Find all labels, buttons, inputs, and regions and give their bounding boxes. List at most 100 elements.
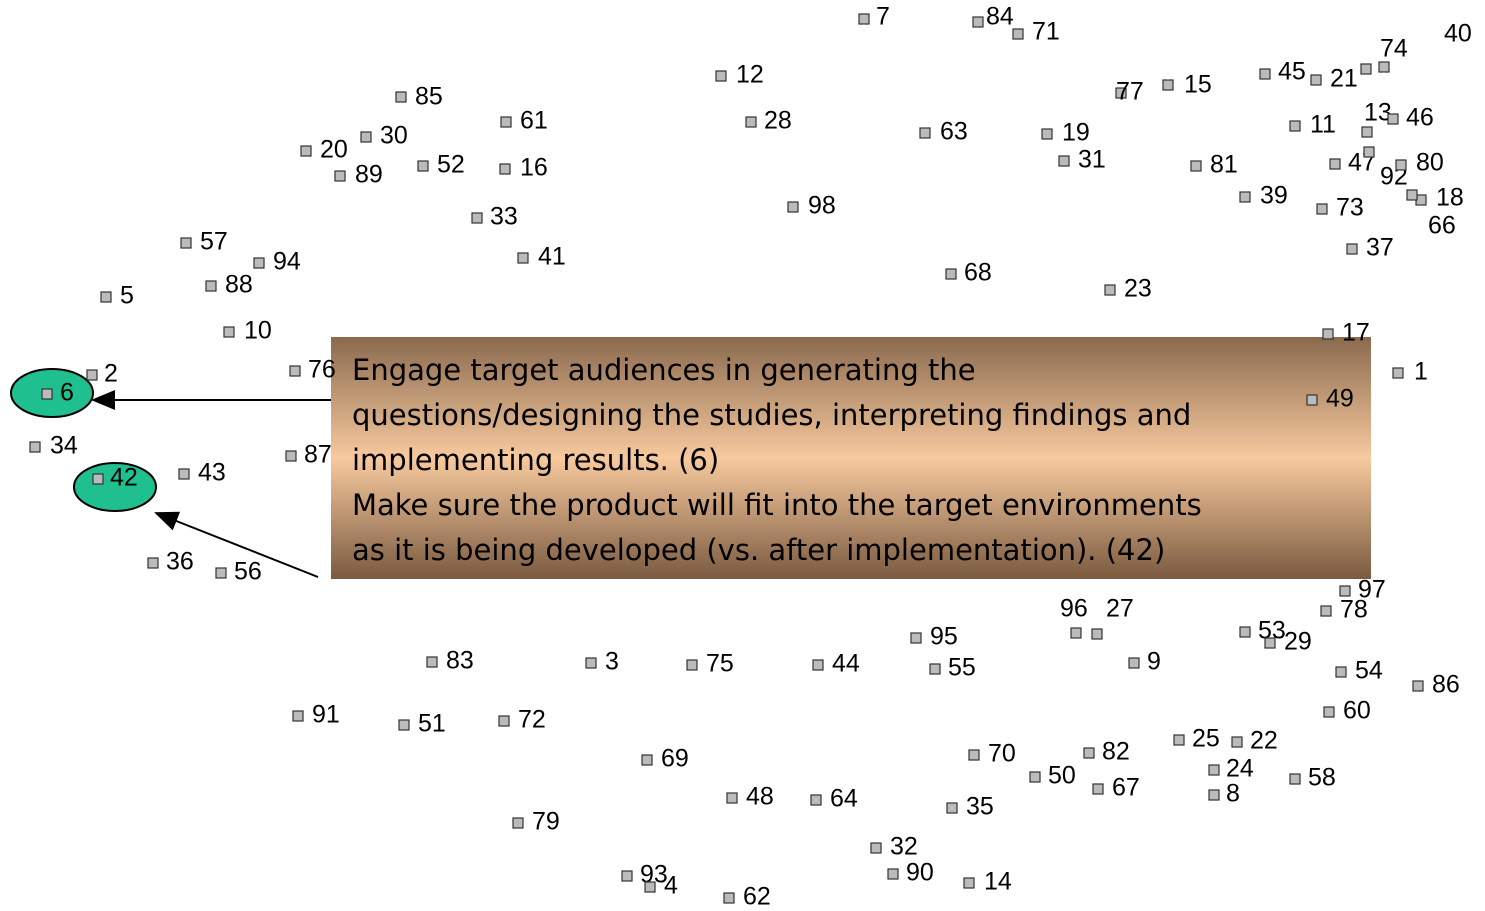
node-label: 66 bbox=[1428, 212, 1456, 240]
node-label: 81 bbox=[1210, 151, 1238, 179]
node-marker bbox=[92, 473, 104, 485]
node-marker bbox=[1264, 637, 1276, 649]
node-label: 27 bbox=[1106, 595, 1134, 623]
node-marker bbox=[686, 659, 698, 671]
node-marker bbox=[745, 116, 757, 128]
node-label: 20 bbox=[320, 136, 348, 164]
node-label: 79 bbox=[532, 808, 560, 836]
node-label: 18 bbox=[1436, 184, 1464, 212]
node-label: 35 bbox=[966, 793, 994, 821]
node-label: 41 bbox=[538, 243, 566, 271]
node-marker bbox=[1346, 243, 1358, 255]
node-label: 28 bbox=[764, 107, 792, 135]
node-label: 71 bbox=[1032, 18, 1060, 46]
node-marker bbox=[715, 70, 727, 82]
node-label: 68 bbox=[964, 259, 992, 287]
node-label: 70 bbox=[988, 740, 1016, 768]
node-label: 16 bbox=[520, 154, 548, 182]
node-label: 94 bbox=[273, 248, 301, 276]
node-label: 90 bbox=[906, 859, 934, 887]
node-marker bbox=[787, 201, 799, 213]
node-marker bbox=[858, 13, 870, 25]
node-marker bbox=[963, 877, 975, 889]
node-label: 30 bbox=[380, 122, 408, 150]
node-label: 52 bbox=[437, 151, 465, 179]
node-marker bbox=[1115, 87, 1127, 99]
node-label: 98 bbox=[808, 192, 836, 220]
node-marker bbox=[215, 567, 227, 579]
node-label: 39 bbox=[1260, 182, 1288, 210]
node-marker bbox=[1162, 79, 1174, 91]
node-label: 95 bbox=[930, 623, 958, 651]
node-marker bbox=[812, 659, 824, 671]
node-label: 34 bbox=[50, 432, 78, 460]
node-marker bbox=[1363, 146, 1375, 158]
callout-line: Make sure the product will fit into the … bbox=[352, 488, 1202, 522]
node-marker bbox=[1316, 203, 1328, 215]
node-marker bbox=[1360, 63, 1372, 75]
node-label: 33 bbox=[490, 203, 518, 231]
node-label: 31 bbox=[1078, 146, 1106, 174]
node-label: 25 bbox=[1192, 725, 1220, 753]
node-marker bbox=[1128, 657, 1140, 669]
node-marker bbox=[360, 131, 372, 143]
node-marker bbox=[621, 870, 633, 882]
node-marker bbox=[641, 754, 653, 766]
node-label: 85 bbox=[415, 83, 443, 111]
node-label: 6 bbox=[60, 379, 74, 407]
node-marker bbox=[929, 663, 941, 675]
node-marker bbox=[1378, 61, 1390, 73]
node-label: 43 bbox=[198, 459, 226, 487]
node-label: 60 bbox=[1343, 697, 1371, 725]
node-label: 5 bbox=[120, 282, 134, 310]
node-marker bbox=[395, 91, 407, 103]
arrow bbox=[154, 511, 319, 578]
node-label: 23 bbox=[1124, 275, 1152, 303]
node-marker bbox=[498, 715, 510, 727]
node-marker bbox=[968, 749, 980, 761]
node-label: 4 bbox=[664, 872, 678, 900]
node-label: 67 bbox=[1112, 774, 1140, 802]
node-marker bbox=[919, 127, 931, 139]
node-label: 74 bbox=[1380, 35, 1408, 63]
node-label: 96 bbox=[1060, 595, 1088, 623]
node-label: 80 bbox=[1416, 149, 1444, 177]
node-marker bbox=[726, 792, 738, 804]
node-label: 19 bbox=[1062, 119, 1090, 147]
node-marker bbox=[1012, 28, 1024, 40]
node-label: 32 bbox=[890, 833, 918, 861]
node-label: 29 bbox=[1284, 628, 1312, 656]
node-marker bbox=[945, 268, 957, 280]
node-label: 1 bbox=[1414, 358, 1428, 386]
node-marker bbox=[1329, 158, 1341, 170]
node-marker bbox=[178, 468, 190, 480]
node-label: 50 bbox=[1048, 762, 1076, 790]
node-marker bbox=[1406, 189, 1418, 201]
callout-box bbox=[331, 337, 1371, 579]
node-label: 10 bbox=[244, 317, 272, 345]
node-marker bbox=[471, 212, 483, 224]
node-label: 55 bbox=[948, 654, 976, 682]
node-marker bbox=[300, 145, 312, 157]
node-label: 73 bbox=[1336, 194, 1364, 222]
node-label: 57 bbox=[200, 228, 228, 256]
node-label: 51 bbox=[418, 710, 446, 738]
node-label: 87 bbox=[304, 441, 332, 469]
node-label: 83 bbox=[446, 647, 474, 675]
node-marker bbox=[29, 441, 41, 453]
node-marker bbox=[41, 388, 53, 400]
callout-line: implementing results. (6) bbox=[352, 443, 719, 477]
node-label: 84 bbox=[986, 3, 1014, 31]
node-marker bbox=[100, 291, 112, 303]
node-marker bbox=[1306, 394, 1318, 406]
node-marker bbox=[147, 557, 159, 569]
node-marker bbox=[285, 450, 297, 462]
node-label: 17 bbox=[1342, 319, 1370, 347]
node-marker bbox=[426, 656, 438, 668]
node-label: 7 bbox=[876, 3, 890, 31]
node-marker bbox=[334, 170, 346, 182]
node-marker bbox=[1208, 789, 1220, 801]
node-marker bbox=[417, 160, 429, 172]
